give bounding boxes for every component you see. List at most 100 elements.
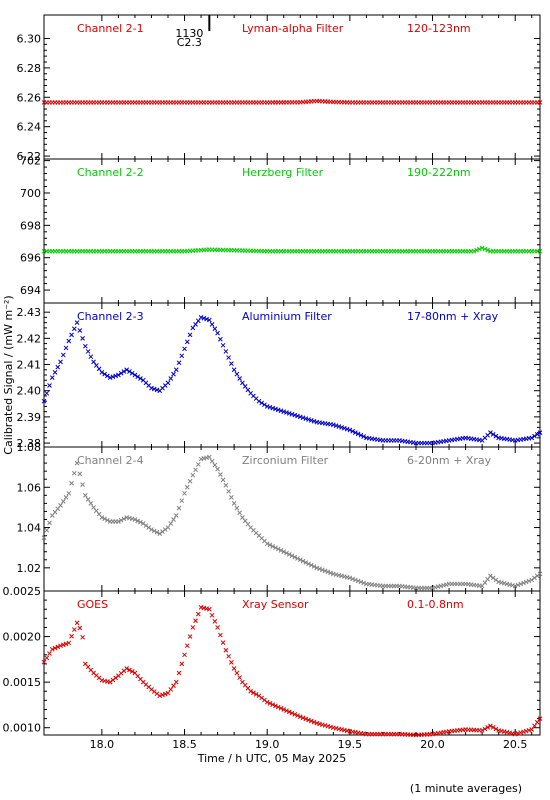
data-point <box>149 385 154 391</box>
data-point <box>151 528 157 534</box>
data-point <box>479 728 485 733</box>
data-point <box>215 330 220 336</box>
data-point <box>138 519 143 525</box>
data-point <box>226 355 231 360</box>
y-tick-label: 696 <box>20 252 41 265</box>
data-point <box>55 364 61 370</box>
data-point <box>47 383 52 388</box>
data-point <box>173 367 179 373</box>
channel-label: Channel 2-3 <box>77 310 144 323</box>
data-point <box>49 375 55 380</box>
data-point <box>187 478 193 484</box>
panels-layer: 6.22 6.24 6.26 6.28 6.30 Channel 2-1 Lyman-alp… <box>3 14 543 738</box>
y-tick-label: 0.0025 <box>3 585 42 598</box>
data-point <box>358 579 364 585</box>
data-point <box>220 477 226 483</box>
data-point <box>135 518 141 524</box>
data-point <box>311 564 317 569</box>
data-point <box>69 332 74 338</box>
band-label: 120-123nm <box>407 22 471 35</box>
data-point <box>537 716 543 721</box>
data-point <box>182 346 187 352</box>
data-point <box>195 318 201 324</box>
data-point <box>88 501 94 506</box>
data-point <box>281 549 287 555</box>
data-point <box>138 376 143 381</box>
data-point <box>77 328 83 333</box>
data-point <box>237 675 242 680</box>
data-point <box>110 374 116 380</box>
filter-label: Herzberg Filter <box>242 166 324 179</box>
data-point <box>297 557 303 563</box>
data-point <box>355 578 361 584</box>
data-point <box>209 458 215 464</box>
data-point <box>193 618 198 624</box>
data-point <box>41 659 47 665</box>
data-point <box>102 516 107 522</box>
data-point <box>206 454 212 460</box>
data-point <box>286 709 292 715</box>
data-point <box>52 645 58 651</box>
averaging-note: (1 minute averages) <box>410 782 522 795</box>
data-point <box>171 371 176 377</box>
data-point <box>69 633 74 639</box>
data-point <box>295 413 300 419</box>
data-point <box>60 499 66 504</box>
data-point <box>157 693 163 699</box>
series-markers <box>41 98 543 105</box>
data-point <box>479 245 485 251</box>
data-point <box>308 562 314 568</box>
data-point <box>49 646 55 652</box>
data-point <box>146 525 152 530</box>
data-point <box>154 529 160 535</box>
data-point <box>71 627 77 632</box>
data-point <box>336 424 342 429</box>
data-point <box>297 714 303 720</box>
data-point <box>58 503 63 508</box>
data-point <box>218 336 223 342</box>
data-point <box>149 527 154 532</box>
data-point <box>264 404 270 409</box>
data-point <box>259 400 265 406</box>
data-point <box>55 644 61 650</box>
data-point <box>66 490 72 496</box>
data-point <box>275 546 281 552</box>
data-point <box>231 501 237 506</box>
data-point <box>281 409 287 415</box>
data-point <box>317 566 322 572</box>
y-tick-label: 6.24 <box>17 121 42 134</box>
flare-marker-time-label: 1130 <box>175 27 203 40</box>
data-point <box>157 531 163 536</box>
data-point <box>308 418 314 423</box>
data-point <box>209 322 215 327</box>
band-label: 6-20nm + Xray <box>407 454 492 467</box>
data-point <box>82 492 88 498</box>
data-point <box>204 316 209 322</box>
data-point <box>116 372 121 378</box>
panel-2: 694 696 698 700 702 Channel 2-2 Herzberg Filte… <box>20 155 543 304</box>
data-point <box>121 369 127 374</box>
data-point <box>286 552 292 557</box>
y-tick-label: 700 <box>20 187 41 200</box>
data-point <box>275 704 281 710</box>
data-point <box>234 670 240 676</box>
data-point <box>314 565 320 571</box>
data-point <box>493 726 499 732</box>
data-point <box>168 687 174 692</box>
data-point <box>212 326 218 332</box>
filter-label: Xray Sensor <box>242 598 309 611</box>
data-point <box>132 372 138 378</box>
filter-label: Aluminium Filter <box>242 310 332 323</box>
channel-label: Channel 2-2 <box>77 166 144 179</box>
data-point <box>267 542 273 548</box>
data-point <box>270 702 276 707</box>
data-point <box>182 652 187 658</box>
y-tick-label: 2.39 <box>17 411 42 424</box>
panel-1: 6.22 6.24 6.26 6.28 6.30 Channel 2-1 Lyman-alp… <box>17 14 543 163</box>
data-point <box>532 575 537 581</box>
data-point <box>295 713 300 718</box>
data-point <box>529 577 535 583</box>
data-point <box>162 527 168 532</box>
data-point <box>193 467 198 473</box>
x-tick-label: 20.5 <box>503 738 528 751</box>
